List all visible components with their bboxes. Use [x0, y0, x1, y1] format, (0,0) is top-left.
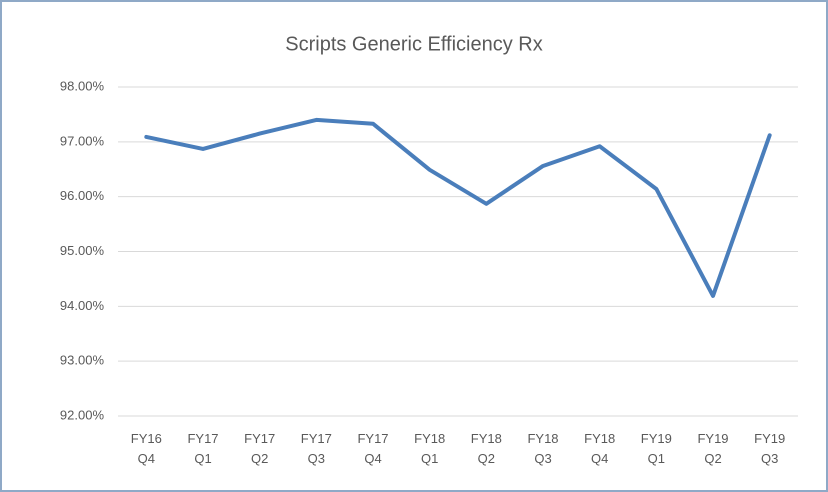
- x-tick-label-line: FY17: [187, 431, 218, 446]
- y-tick-label: 92.00%: [60, 407, 105, 422]
- x-tick-label: FY17 Q2: [244, 431, 275, 466]
- x-tick-label-line: Q2: [704, 451, 721, 466]
- x-tick-label-line: FY19: [754, 431, 785, 446]
- x-tick-label-line: Q2: [478, 451, 495, 466]
- series-line: [144, 117, 772, 298]
- x-tick-label-line: FY18: [471, 431, 502, 446]
- x-tick-label-line: FY16: [131, 431, 162, 446]
- x-tick-label: FY19 Q3: [754, 431, 785, 466]
- x-tick-label-line: FY19: [697, 431, 728, 446]
- x-tick-label: FY18 Q4: [584, 431, 615, 466]
- x-tick-label-line: FY17: [301, 431, 332, 446]
- x-tick-label: FY17 Q3: [301, 431, 332, 466]
- x-tick-label-line: Q4: [591, 451, 608, 466]
- y-tick-label: 95.00%: [60, 243, 105, 258]
- x-tick-label: FY19 Q2: [697, 431, 728, 466]
- x-tick-label-line: FY17: [357, 431, 388, 446]
- x-tick-label-line: FY18: [414, 431, 445, 446]
- x-tick-label: FY18 Q2: [471, 431, 502, 466]
- y-tick-label: 98.00%: [60, 78, 105, 93]
- y-tick-label: 93.00%: [60, 353, 105, 368]
- x-tick-label-line: FY19: [641, 431, 672, 446]
- x-tick-label-line: Q4: [364, 451, 381, 466]
- x-tick-label-line: Q1: [194, 451, 211, 466]
- y-tick-label: 97.00%: [60, 133, 105, 148]
- chart-title: Scripts Generic Efficiency Rx: [285, 33, 543, 55]
- x-tick-label: FY18 Q3: [527, 431, 558, 466]
- x-tick-label-line: Q4: [138, 451, 155, 466]
- x-tick-label-line: FY18: [584, 431, 615, 446]
- x-tick-label: FY17 Q4: [357, 431, 388, 466]
- x-tick-label-line: Q2: [251, 451, 268, 466]
- x-tick-label-line: Q3: [761, 451, 778, 466]
- x-tick-label-line: Q3: [308, 451, 325, 466]
- x-tick-label: FY17 Q1: [187, 431, 218, 466]
- x-tick-label-line: Q3: [534, 451, 551, 466]
- y-tick-label: 96.00%: [60, 188, 105, 203]
- x-tick-label-line: FY17: [244, 431, 275, 446]
- x-tick-label-line: Q1: [421, 451, 438, 466]
- x-tick-label: FY16 Q4: [131, 431, 162, 466]
- y-tick-label: 94.00%: [60, 298, 105, 313]
- x-tick-label-line: Q1: [648, 451, 665, 466]
- x-tick-label-line: FY18: [527, 431, 558, 446]
- x-tick-label: FY19 Q1: [641, 431, 672, 466]
- x-tick-label: FY18 Q1: [414, 431, 445, 466]
